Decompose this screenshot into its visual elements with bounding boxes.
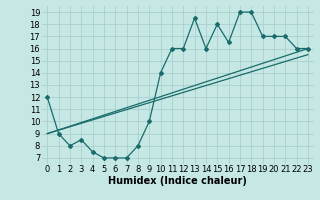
X-axis label: Humidex (Indice chaleur): Humidex (Indice chaleur) [108,176,247,186]
